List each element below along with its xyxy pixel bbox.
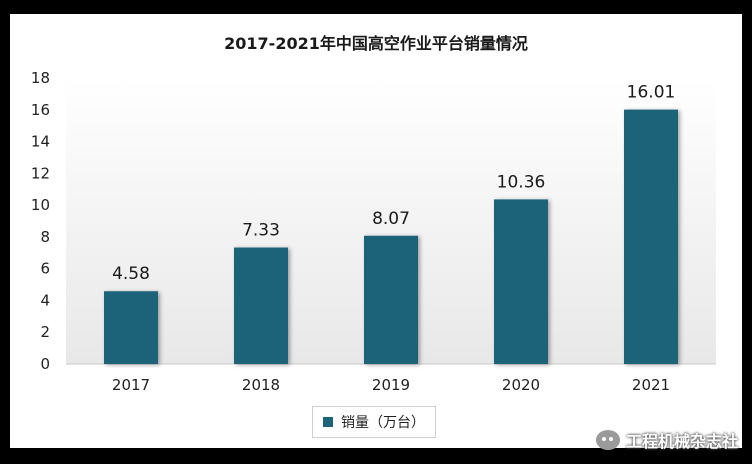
x-tick-label: 2018	[242, 376, 280, 394]
legend: 销量（万台）	[312, 406, 436, 438]
legend-swatch	[323, 417, 333, 427]
y-axis-ticks: 0 2 4 6 8 10 12 14 16 18	[31, 69, 50, 373]
data-label: 4.58	[112, 264, 150, 284]
y-tick-label: 0	[40, 355, 50, 373]
chart-title: 2017-2021年中国高空作业平台销量情况	[224, 34, 528, 53]
y-tick-label: 2	[40, 323, 50, 341]
x-tick-label: 2017	[112, 376, 150, 394]
x-tick-label: 2019	[372, 376, 410, 394]
data-label: 10.36	[497, 172, 546, 192]
bar	[624, 109, 678, 364]
bar	[364, 235, 418, 364]
watermark-text: 工程机械杂志社	[625, 432, 738, 451]
x-tick-label: 2021	[632, 376, 670, 394]
data-label: 7.33	[242, 221, 280, 241]
data-label: 16.01	[627, 83, 676, 103]
bar	[104, 291, 158, 364]
legend-label: 销量（万台）	[341, 415, 425, 431]
x-axis-ticks: 2017 2018 2019 2020 2021	[112, 376, 670, 394]
y-tick-label: 4	[40, 291, 50, 309]
y-tick-label: 14	[31, 133, 50, 151]
y-tick-label: 6	[40, 260, 50, 278]
wechat-icon	[595, 430, 620, 450]
bar-chart: 0 2 4 6 8 10 12 14 16 18 4.58 7.33 8.07 10.36 16.01 2…	[31, 69, 716, 394]
bar	[234, 247, 288, 364]
data-label: 8.07	[372, 209, 410, 229]
chart-frame: 2017-2021年中国高空作业平台销量情况 0 2 4 6 8 10 12 14 16 18 4…	[10, 14, 742, 448]
x-tick-label: 2020	[502, 376, 540, 394]
watermark: 工程机械杂志社	[595, 428, 738, 452]
y-tick-label: 12	[31, 164, 50, 182]
bar	[494, 199, 548, 364]
y-tick-label: 16	[31, 101, 50, 119]
y-tick-label: 10	[31, 196, 50, 214]
y-tick-label: 8	[40, 228, 50, 246]
y-tick-label: 18	[31, 69, 50, 87]
bars: 4.58 7.33 8.07 10.36 16.01	[104, 83, 678, 364]
